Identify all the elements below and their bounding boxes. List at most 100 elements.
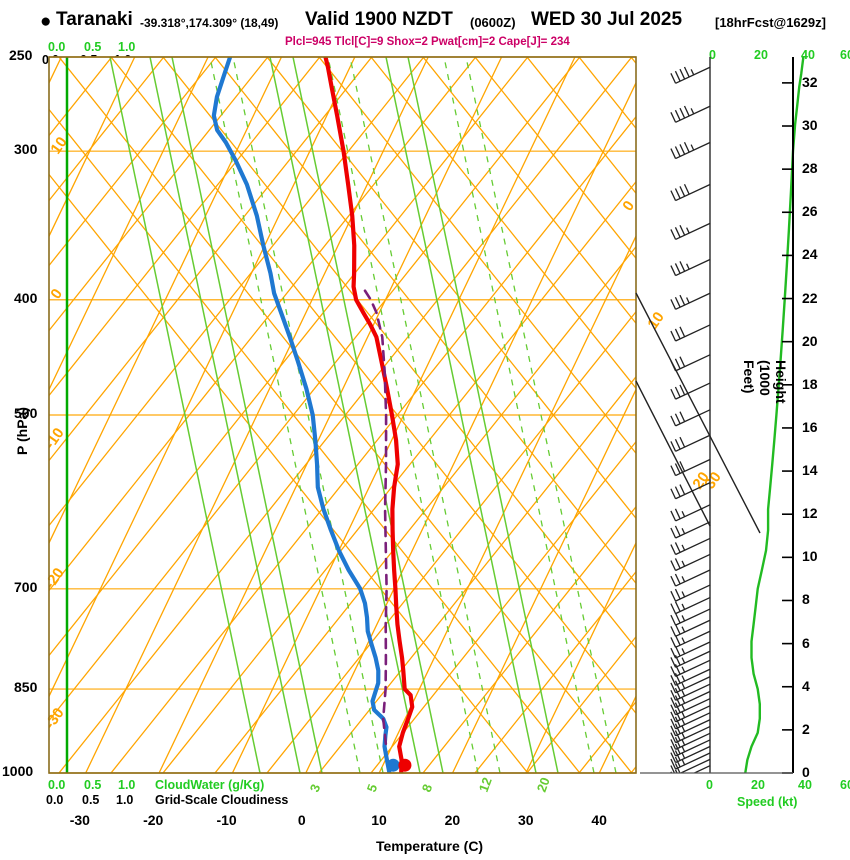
valid-time-utc: (0600Z) — [470, 15, 516, 30]
mixing-ratio-line-5 — [465, 57, 617, 773]
mixing-ratio-labels: 3 5 8 12 20 — [307, 775, 553, 794]
isotherm-label-10: 10 — [47, 134, 70, 157]
wind-barb — [670, 458, 711, 477]
wind-barb — [670, 650, 711, 668]
wind-barb — [670, 584, 711, 602]
dry-adiabat--9 — [49, 57, 165, 202]
temperature-tick-label-40: 40 — [591, 812, 607, 828]
mixing-ratio-line-7 — [209, 57, 361, 773]
wind-barb — [670, 732, 711, 750]
wind-barb — [670, 705, 711, 723]
speed-tick-1: 20 — [751, 778, 765, 792]
dry-adiabat--8 — [49, 57, 217, 267]
sounding-profiles — [211, 57, 415, 773]
wind-barb — [670, 698, 711, 716]
wind-barb — [670, 434, 711, 452]
temperature-tick-label--10: -10 — [216, 812, 237, 828]
pressure-tick-label-300: 300 — [14, 141, 38, 158]
wind-barb — [670, 641, 711, 659]
dry-adiabat-8 — [474, 570, 636, 773]
height-tick-label-2: 2 — [802, 720, 810, 737]
wind-barb — [670, 683, 711, 701]
station-bullet-icon: ● — [40, 11, 52, 32]
wind-barb — [670, 659, 711, 677]
cloudiness-axis-label: Grid-Scale Cloudiness — [155, 793, 289, 807]
height-tick-label-12: 12 — [802, 505, 818, 522]
wind-barb — [670, 141, 711, 160]
isotherm-label-30: 30 — [701, 469, 724, 492]
height-tick-label-8: 8 — [802, 591, 810, 608]
station-coordinates: -39.318°,174.309° (18,49) — [140, 16, 279, 30]
pressure-tick-label-1000: 1000 — [2, 763, 34, 779]
isotherm-label-10: 10 — [644, 309, 667, 332]
wind-barb — [670, 382, 711, 400]
dry-adiabat-b-15 — [839, 57, 850, 773]
mixing-ratio-line-4 — [407, 57, 559, 773]
wind-barb — [670, 409, 711, 427]
mixing-ratio-line-9 — [327, 57, 479, 773]
wind-barb — [670, 712, 711, 730]
speed-tick-0: 0 — [706, 778, 713, 792]
valid-date: WED 30 Jul 2025 — [531, 9, 683, 30]
dry-adiabat--4 — [49, 57, 425, 527]
mixing-ratio-line-11 — [443, 57, 595, 773]
wind-barb — [670, 504, 711, 522]
wind-barb — [670, 553, 711, 572]
pressure-tick-label-500: 500 — [14, 405, 38, 421]
mixing-ratio-label-5: 5 — [364, 782, 381, 794]
wind-barb — [670, 482, 711, 500]
speed-tick-3: 60 — [840, 778, 850, 792]
wind-barb — [670, 752, 711, 770]
temperature-tick-label--20: -20 — [143, 812, 164, 828]
surface-dewpoint — [386, 758, 400, 772]
isotherm-10 — [378, 234, 636, 773]
dry-adiabat-b--1 — [49, 108, 581, 773]
dry-adiabat-b-5 — [318, 57, 636, 455]
dry-adiabat--5 — [49, 57, 373, 462]
surface-temperature — [398, 758, 412, 772]
wind-barb — [670, 608, 711, 626]
height-axis-label: Height (1000 Feet) — [741, 360, 789, 404]
height-tick-label-22: 22 — [802, 289, 818, 306]
pressure-tick-label-850: 850 — [14, 679, 38, 696]
dry-adiabat-b-6 — [370, 57, 636, 390]
profile-dewpoint — [211, 57, 392, 773]
mixing-ratio-line-2 — [292, 57, 444, 773]
cloudiness-tick-1: 0.5 — [82, 793, 100, 807]
isotherm-label-20: 20 — [689, 469, 712, 492]
top-cloudwater-tick-1: 0.5 — [84, 40, 102, 54]
cloudwater-tick-1: 0.5 — [84, 778, 102, 792]
height-tick-label-10: 10 — [802, 548, 818, 565]
forecast-lead: [18hrFcst@1629z] — [715, 15, 826, 30]
isotherm--70 — [49, 57, 136, 238]
pressure-axis-label: P (hPa) — [14, 407, 30, 455]
cloudiness-tick-2: 1.0 — [116, 793, 134, 807]
wind-barb — [670, 725, 711, 744]
top-speed-tick-1: 20 — [754, 48, 768, 62]
pressure-tick-label-700: 700 — [14, 578, 38, 595]
mixing-ratio-label-3: 3 — [307, 782, 324, 794]
wind-barb — [670, 739, 711, 757]
cloudiness-tick-0: 0.0 — [46, 793, 64, 807]
height-tick-label-4: 4 — [802, 677, 810, 694]
plot-frame — [48, 56, 637, 774]
wind-barb — [670, 354, 711, 372]
wind-barb — [670, 258, 711, 277]
isotherm-20 — [451, 388, 636, 773]
wind-barb — [670, 668, 711, 686]
dry-adiabat--3 — [49, 57, 477, 592]
height-tick-label-30: 30 — [802, 117, 818, 133]
dry-adiabat-7 — [422, 505, 636, 773]
wind-barb — [670, 292, 711, 310]
dry-adiabat-15 — [839, 57, 850, 773]
wind-speed-curve — [744, 57, 805, 773]
dry-adiabat--6 — [49, 57, 321, 397]
dry-adiabat-b-7 — [422, 57, 636, 325]
mixing-ratio-line-3 — [349, 57, 501, 773]
mixing-ratio-line-1 — [232, 57, 384, 773]
pressure-tick-label-250: 250 — [9, 47, 33, 63]
wind-barb — [670, 537, 711, 556]
sounding-stats: Plcl=945 Tlcl[C]=9 Shox=2 Pwat[cm]=2 Cap… — [285, 36, 570, 48]
wind-barb — [670, 183, 711, 202]
wind-barb — [670, 324, 711, 342]
